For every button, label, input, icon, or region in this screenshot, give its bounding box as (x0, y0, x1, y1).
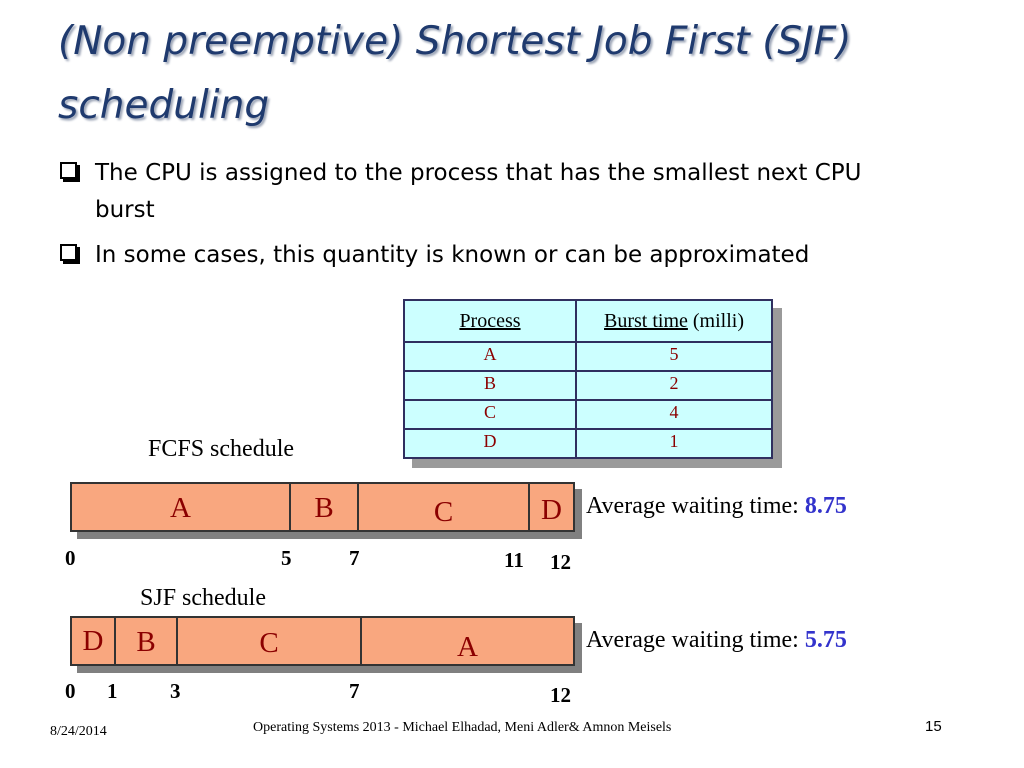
cell-burst: 1 (575, 428, 773, 459)
fcfs-segment-a: A (72, 484, 291, 530)
footer-credit: Operating Systems 2013 - Michael Elhadad… (253, 720, 672, 735)
fcfs-average-waiting-time: Average waiting time: 8.75 (586, 493, 847, 519)
table-row: A 5 (403, 341, 773, 372)
sjf-average-value: 5.75 (804, 627, 847, 653)
sjf-segment-d: D (72, 618, 116, 664)
checkbox-bullet-icon (60, 162, 77, 179)
bullet-item: The CPU is assigned to the process that … (58, 155, 898, 229)
header-burst-time: Burst time (milli) (575, 299, 773, 343)
table-header-row: Process Burst time (milli) (403, 299, 773, 343)
table-row: D 1 (403, 428, 773, 459)
table-row: C 4 (403, 399, 773, 430)
fcfs-average-value: 8.75 (804, 493, 847, 519)
fcfs-segment-c: C (359, 484, 530, 530)
sjf-tick: 12 (550, 683, 571, 707)
footer-date: 8/24/2014 (50, 724, 107, 739)
sjf-gantt-chart: D B C A (70, 616, 575, 666)
sjf-tick: 3 (170, 679, 181, 703)
fcfs-tick: 12 (550, 550, 571, 574)
bullet-text: In some cases, this quantity is known or… (95, 242, 810, 268)
cell-burst: 5 (575, 341, 773, 372)
table-row: B 2 (403, 370, 773, 401)
sjf-schedule-label: SJF schedule (140, 585, 266, 611)
fcfs-tick: 11 (504, 548, 524, 572)
sjf-average-waiting-time: Average waiting time: 5.75 (586, 627, 847, 653)
fcfs-segment-b: B (291, 484, 359, 530)
slide-title: (Non preemptive) Shortest Job First (SJF… (58, 19, 852, 128)
sjf-tick: 7 (349, 679, 360, 703)
cell-process: C (403, 399, 577, 430)
sjf-tick: 1 (107, 679, 118, 703)
fcfs-tick: 7 (349, 546, 360, 570)
sjf-tick: 0 (65, 679, 76, 703)
cell-process: B (403, 370, 577, 401)
cell-process: D (403, 428, 577, 459)
fcfs-tick: 0 (65, 546, 76, 570)
fcfs-gantt-chart: A B C D (70, 482, 575, 532)
cell-process: A (403, 341, 577, 372)
cell-burst: 4 (575, 399, 773, 430)
page-number: 15 (925, 718, 942, 735)
process-table: Process Burst time (milli) A 5 B 2 C 4 D… (403, 299, 773, 459)
fcfs-schedule-label: FCFS schedule (148, 436, 295, 462)
sjf-segment-a: A (457, 631, 478, 663)
fcfs-tick: 5 (281, 546, 292, 570)
bullet-list: The CPU is assigned to the process that … (58, 155, 898, 282)
sjf-segment-c: C (178, 618, 362, 664)
sjf-segment-b: B (116, 618, 178, 664)
checkbox-bullet-icon (60, 244, 77, 261)
bullet-text: The CPU is assigned to the process that … (95, 160, 862, 223)
fcfs-segment-d: D (541, 494, 562, 526)
header-process: Process (403, 299, 577, 343)
cell-burst: 2 (575, 370, 773, 401)
bullet-item: In some cases, this quantity is known or… (58, 237, 898, 274)
